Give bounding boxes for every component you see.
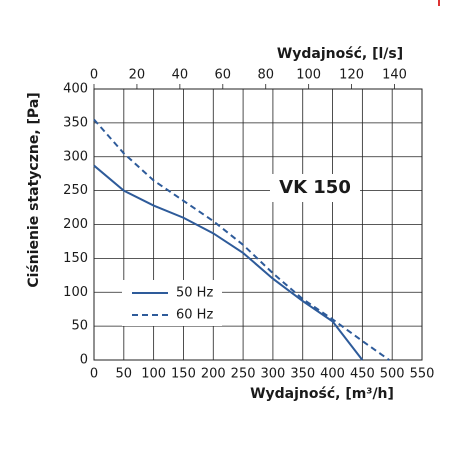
annotation: VK 150 — [279, 177, 351, 198]
x2-tick-label: 60 — [215, 68, 232, 83]
series-line — [93, 118, 390, 361]
x-tick-label: 350 — [290, 367, 315, 382]
y-tick-label: 400 — [63, 82, 88, 97]
x-tick-label: 250 — [231, 367, 256, 382]
x-tick-label: 500 — [380, 367, 405, 382]
x-tick-label: 450 — [350, 367, 375, 382]
x2-tick-label: 40 — [172, 68, 189, 83]
x-tick-label: 400 — [320, 367, 345, 382]
corner-mark — [438, 0, 440, 6]
x2-tick-label: 120 — [339, 68, 364, 83]
y-tick-label: 200 — [63, 217, 88, 232]
x-tick-label: 200 — [201, 367, 226, 382]
annotation-bg — [270, 174, 360, 202]
x-tick-label: 550 — [410, 367, 435, 382]
x-axis-title: Wydajność, [m³/h] — [250, 386, 394, 402]
x2-tick-label: 100 — [296, 68, 321, 83]
legend-bg — [122, 280, 222, 326]
x2-tick-label: 0 — [90, 68, 98, 83]
x-tick-label: 50 — [116, 367, 133, 382]
x2-tick-label: 140 — [382, 68, 407, 83]
y-axis-title: Ciśnienie statyczne, [Pa] — [26, 92, 42, 287]
y-tick-label: 50 — [71, 319, 88, 334]
x2-tick-label: 20 — [129, 68, 146, 83]
plot-frame — [93, 88, 423, 361]
x-tick-label: 100 — [141, 367, 166, 382]
y-tick-label: 150 — [63, 251, 88, 266]
x-tick-label: 300 — [260, 367, 285, 382]
series-line — [93, 164, 364, 361]
x2-axis-title: Wydajność, [l/s] — [277, 46, 403, 62]
y-tick-label: 350 — [63, 115, 88, 130]
legend-label: 60 Hz — [176, 308, 213, 323]
y-tick-label: 100 — [63, 285, 88, 300]
legend-label: 50 Hz — [176, 286, 213, 301]
x-tick-label: 0 — [90, 367, 98, 382]
x-tick-label: 150 — [171, 367, 196, 382]
y-tick-label: 0 — [80, 353, 88, 368]
x2-tick-label: 80 — [257, 68, 274, 83]
y-tick-label: 250 — [63, 183, 88, 198]
y-tick-label: 300 — [63, 149, 88, 164]
